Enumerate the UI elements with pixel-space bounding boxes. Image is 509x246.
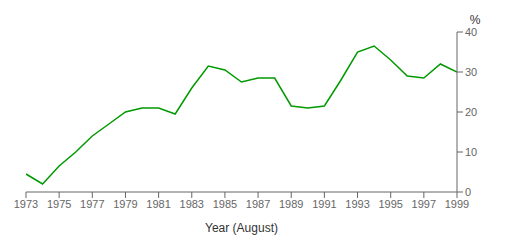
svg-text:%: % — [470, 13, 481, 27]
svg-text:1999: 1999 — [445, 198, 469, 210]
svg-text:Year (August): Year (August) — [205, 221, 278, 235]
svg-text:1985: 1985 — [213, 198, 237, 210]
svg-text:1977: 1977 — [80, 198, 104, 210]
svg-text:1993: 1993 — [345, 198, 369, 210]
svg-text:1991: 1991 — [312, 198, 336, 210]
svg-text:0: 0 — [465, 186, 471, 198]
svg-text:1997: 1997 — [412, 198, 436, 210]
svg-text:1983: 1983 — [180, 198, 204, 210]
svg-text:1979: 1979 — [113, 198, 137, 210]
svg-text:1995: 1995 — [378, 198, 402, 210]
svg-text:30: 30 — [465, 66, 477, 78]
svg-text:10: 10 — [465, 146, 477, 158]
svg-text:1973: 1973 — [14, 198, 38, 210]
svg-text:1987: 1987 — [246, 198, 270, 210]
svg-text:1989: 1989 — [279, 198, 303, 210]
svg-text:20: 20 — [465, 106, 477, 118]
svg-text:40: 40 — [465, 26, 477, 38]
svg-text:1975: 1975 — [47, 198, 71, 210]
svg-text:1981: 1981 — [146, 198, 170, 210]
